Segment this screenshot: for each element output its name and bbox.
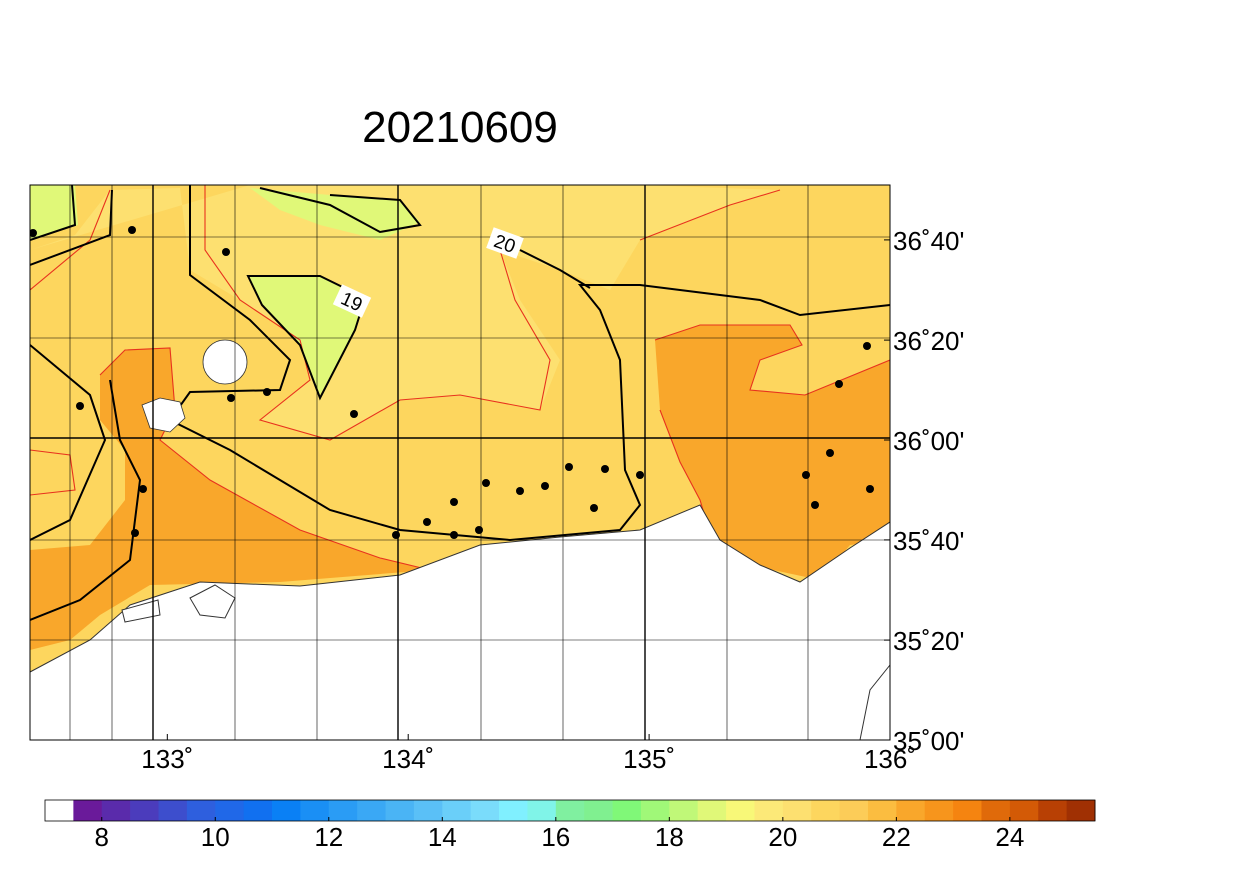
colorbar-swatch <box>272 800 301 821</box>
colorbar-tick-label: 12 <box>314 822 343 852</box>
colorbar-swatch <box>385 800 415 821</box>
colorbar-swatch <box>73 800 103 821</box>
map: 19 20 133˚ 134˚ 135˚ 136˚35˚00' 35˚20' 35˚40'… <box>29 184 964 774</box>
colorbar-swatch <box>896 800 926 821</box>
colorbar-swatch <box>470 800 500 821</box>
colorbar-tick-label: 14 <box>428 822 457 852</box>
contour-label: 20 <box>486 227 524 259</box>
colorbar-swatch <box>754 800 784 821</box>
colorbar-swatch <box>924 800 954 821</box>
colorbar-swatch <box>555 800 585 821</box>
colorbar-tick-label: 16 <box>541 822 570 852</box>
lon-tick-label: 133˚ <box>141 744 193 774</box>
colorbar-swatch <box>130 800 160 821</box>
stations <box>30 226 874 539</box>
colorbar-tick-label: 20 <box>768 822 797 852</box>
colorbar-tick-label: 18 <box>655 822 684 852</box>
colorbar-swatch <box>1038 800 1068 821</box>
colorbar-swatch <box>1009 800 1039 821</box>
colorbar-swatch <box>811 800 841 821</box>
colorbar-swatch <box>584 800 614 821</box>
grid <box>30 185 890 740</box>
lat-tick-label: 35˚20' <box>893 626 964 656</box>
colorbar-swatch <box>527 800 557 821</box>
colorbar-swatch <box>1066 800 1096 821</box>
colorbar-frame <box>44 799 1096 822</box>
sst-field: 19 20 <box>30 185 890 740</box>
colorbar-swatch <box>442 800 472 821</box>
colorbar-tick-label: 8 <box>95 822 109 852</box>
colorbar-swatch <box>300 800 330 821</box>
colorbar-swatch <box>867 800 897 821</box>
colorbar-swatch <box>158 800 188 821</box>
colorbar-swatch <box>953 800 982 821</box>
colorbar-swatch <box>45 800 74 821</box>
lat-tick-label: 36˚00' <box>893 426 964 456</box>
colorbar-swatch <box>215 800 245 821</box>
colorbar-swatch <box>328 800 358 821</box>
contour-label: 19 <box>332 284 372 318</box>
colorbar-swatch <box>243 800 273 821</box>
colorbar-swatch <box>726 800 755 821</box>
colorbar-swatch <box>413 800 443 821</box>
colorbar-tick-label: 24 <box>995 822 1024 852</box>
colorbar-swatch <box>499 800 528 821</box>
colorbar-tick-label: 10 <box>201 822 230 852</box>
lat-tick-label: 36˚20' <box>893 326 964 356</box>
colorbar-swatch <box>612 800 642 821</box>
lon-tick-label: 135˚ <box>623 744 675 774</box>
lat-tick-label: 35˚40' <box>893 526 964 556</box>
colorbar-swatch <box>697 800 727 821</box>
colorbar-swatch <box>186 800 216 821</box>
map-frame <box>29 184 891 741</box>
map-title: 20210609 <box>362 103 558 152</box>
colorbar-swatch <box>839 800 869 821</box>
colorbar-swatch <box>981 800 1011 821</box>
colorbar-swatch <box>357 800 387 821</box>
lat-tick-label: 35˚00' <box>893 726 964 756</box>
lon-tick-label: 136˚ <box>864 744 916 774</box>
colorbar-swatch <box>782 800 812 821</box>
lat-tick-label: 36˚40' <box>893 226 964 256</box>
colorbar: 8 10 12 14 16 18 20 22 24 <box>44 799 1096 852</box>
colorbar-swatch <box>640 800 670 821</box>
lon-tick-label: 134˚ <box>382 744 434 774</box>
colorbar-swatch <box>669 800 699 821</box>
colorbar-swatch <box>101 800 131 821</box>
colorbar-tick-label: 22 <box>882 822 911 852</box>
